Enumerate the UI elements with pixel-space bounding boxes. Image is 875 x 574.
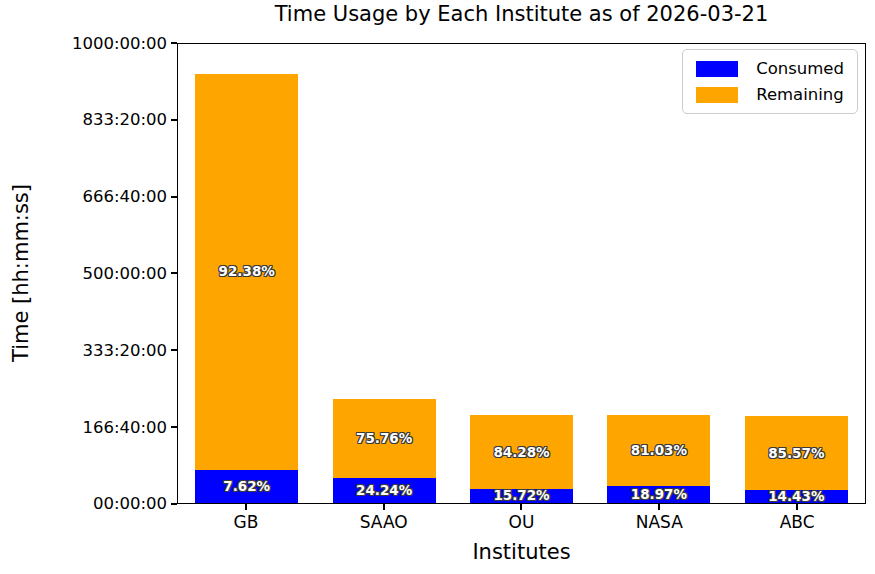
x-tick: SAAO [315,504,453,532]
x-tick-mark [658,504,660,510]
y-tick-label: 333:20:00 [82,341,167,360]
x-tick-label: ABC [780,512,815,532]
bar-slot-saao: 75.76% 24.24% [315,44,452,503]
pct-label-consumed: 14.43% [768,490,824,504]
figure: Time Usage by Each Institute as of 2026-… [0,0,875,574]
y-tick: 666:40:00 [0,187,177,207]
x-tick: GB [177,504,315,532]
x-tick-mark [796,504,798,510]
x-axis-ticks: GB SAAO OU NASA ABC [177,504,866,532]
bar-saao-remaining-segment: 75.76% [333,399,436,478]
pct-label-consumed: 7.62% [223,480,270,494]
bar-nasa-consumed-segment: 18.97% [607,486,710,503]
y-tick: 333:20:00 [0,340,177,360]
y-tick-label: 1000:00:00 [72,34,167,53]
bar-saao-consumed-segment: 24.24% [333,478,436,503]
bar-ou-remaining-segment: 84.28% [470,415,573,489]
x-tick: OU [453,504,591,532]
bar-gb-consumed-segment: 7.62% [195,470,298,503]
x-tick-mark [520,504,522,510]
bar-gb-remaining-segment: 92.38% [195,74,298,470]
legend-item-consumed: Consumed [696,59,844,78]
x-tick-label: NASA [636,512,683,532]
y-tick-label: 166:40:00 [82,418,167,437]
bar-gb: 92.38% 7.62% [195,74,298,503]
bar-abc-remaining-segment: 85.57% [745,416,848,490]
legend-item-remaining: Remaining [696,85,844,104]
legend-swatch-remaining [696,87,738,103]
x-tick-mark [383,504,385,510]
y-tick: 00:00:00 [0,494,177,514]
legend-label: Remaining [756,85,844,104]
bar-slot-ou: 84.28% 15.72% [453,44,590,503]
pct-label-remaining: 92.38% [219,265,275,279]
pct-label-consumed: 18.97% [631,488,687,502]
y-tick-label: 666:40:00 [82,187,167,206]
bar-ou-consumed-segment: 15.72% [470,489,573,503]
pct-label-remaining: 75.76% [356,432,412,446]
x-tick-label: GB [233,512,258,532]
legend: Consumed Remaining [682,49,858,114]
pct-label-remaining: 81.03% [631,444,687,458]
x-tick: ABC [728,504,866,532]
x-axis-label: Institutes [177,540,866,564]
x-tick-mark [245,504,247,510]
y-tick: 166:40:00 [0,417,177,437]
y-tick-label: 00:00:00 [93,494,167,513]
pct-label-remaining: 85.57% [768,447,824,461]
bar-abc: 85.57% 14.43% [745,416,848,503]
pct-label-consumed: 24.24% [356,484,412,498]
x-tick-label: SAAO [360,512,408,532]
pct-label-consumed: 15.72% [493,489,549,503]
y-tick: 500:00:00 [0,263,177,283]
bar-nasa-remaining-segment: 81.03% [607,415,710,486]
y-tick-label: 500:00:00 [82,264,167,283]
pct-label-remaining: 84.28% [493,446,549,460]
y-tick-label: 833:20:00 [82,110,167,129]
legend-label: Consumed [756,59,844,78]
y-axis-ticks: 1000:00:00 833:20:00 666:40:00 500:00:00… [0,33,177,514]
bar-abc-consumed-segment: 14.43% [745,490,848,503]
bar-slot-gb: 92.38% 7.62% [178,44,315,503]
x-tick: NASA [590,504,728,532]
y-tick: 833:20:00 [0,110,177,130]
bar-saao: 75.76% 24.24% [333,399,436,503]
legend-swatch-consumed [696,61,738,77]
x-tick-label: OU [509,512,535,532]
y-tick: 1000:00:00 [0,33,177,53]
bar-nasa: 81.03% 18.97% [607,415,710,503]
chart-title: Time Usage by Each Institute as of 2026-… [177,2,866,26]
bar-ou: 84.28% 15.72% [470,415,573,503]
